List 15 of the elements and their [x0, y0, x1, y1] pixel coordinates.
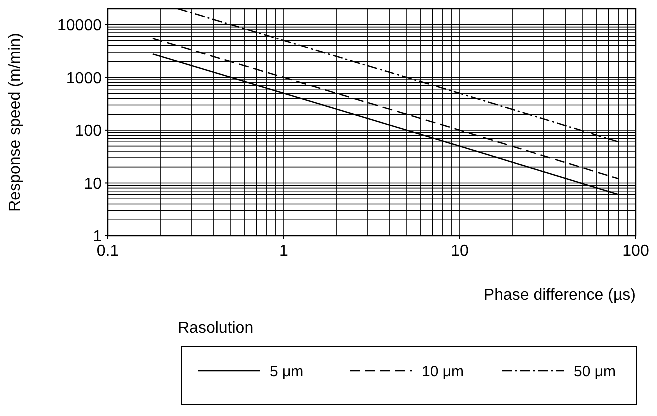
- x-tick-label: 0.1: [96, 243, 120, 260]
- x-tick-label: 100: [622, 243, 650, 260]
- y-tick-label: 10000: [58, 17, 102, 34]
- x-axis-title: Phase difference (µs): [484, 287, 636, 304]
- legend-label: 50 μm: [574, 363, 616, 380]
- y-tick-label: 1: [93, 228, 102, 246]
- y-tick-label: 100: [75, 123, 102, 140]
- y-axis-title: Response speed (m/min): [7, 33, 24, 212]
- x-tick-label: 1: [280, 243, 289, 260]
- y-tick-label: 1000: [66, 70, 102, 88]
- x-tick-label: 10: [451, 243, 469, 260]
- legend-title: Rasolution: [178, 320, 254, 337]
- y-tick-label: 10: [84, 176, 102, 193]
- legend-label: 10 μm: [422, 363, 464, 380]
- legend-label: 5 μm: [270, 363, 304, 380]
